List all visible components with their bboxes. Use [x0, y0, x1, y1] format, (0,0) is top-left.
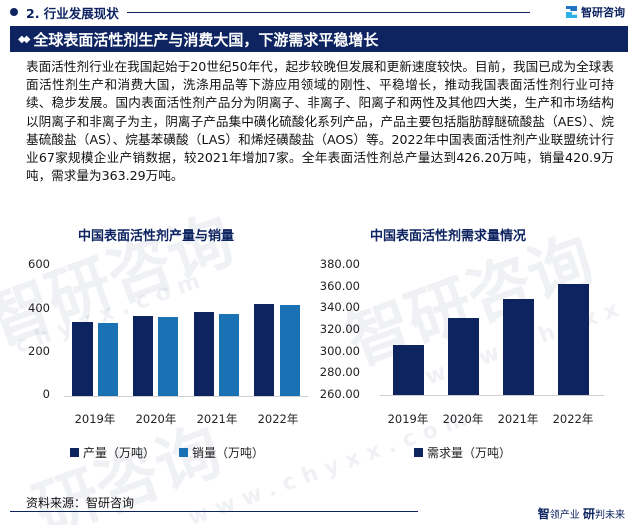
body-paragraph: 表面活性剂行业在我国起始于20世纪50年代，起步较晚但发展和更新速度较快。目前，…	[26, 59, 614, 184]
chart-title-production-sales: 中国表面活性剂产量与销量	[78, 229, 235, 244]
y-tick: 200	[28, 344, 50, 358]
bar-demand-2021	[503, 299, 534, 395]
zhiyan-logo-icon	[566, 6, 577, 18]
x-tick: 2019年	[387, 412, 429, 426]
legend-item-production: 产量（万吨）	[70, 444, 155, 461]
bar-production-2020	[133, 316, 153, 396]
diamond-icon: ◆◆	[18, 33, 31, 45]
source-note: 资料来源：智研咨询	[26, 496, 135, 510]
slogan-char: 研	[582, 507, 595, 521]
y-tick: 600	[28, 257, 50, 271]
y-tick: 380.00	[319, 257, 360, 271]
bar-demand-2022	[558, 284, 589, 395]
section-divider	[126, 11, 530, 13]
x-tick: 2020年	[135, 412, 177, 426]
bar-sales-2022	[280, 305, 300, 396]
slogan: 智领产业 研判未来	[538, 505, 625, 522]
legend-item-demand: 需求量（万吨）	[414, 444, 511, 461]
y-tick: 300.00	[319, 344, 360, 358]
legend-swatch-icon	[179, 448, 189, 457]
chart-title-demand: 中国表面活性剂需求量情况	[370, 229, 527, 244]
x-tick: 2021年	[497, 412, 539, 426]
x-tick: 2022年	[552, 412, 594, 426]
x-axis-line	[380, 395, 604, 396]
bar-sales-2019	[98, 323, 118, 396]
legend-swatch-icon	[414, 448, 423, 457]
y-tick: 400	[28, 301, 50, 315]
brand-logo: 智研咨询	[566, 4, 625, 20]
y-tick: 280.00	[319, 365, 360, 379]
bar-production-2019	[72, 322, 93, 396]
slogan-text: 判未来	[595, 510, 625, 521]
banner-title: 全球表面活性剂生产与消费大国，下游需求平稳增长	[33, 30, 379, 49]
slogan-char: 智	[537, 507, 550, 521]
y-tick: 0	[42, 387, 50, 401]
bar-demand-2020	[448, 318, 479, 395]
bullet-dot-icon	[10, 8, 18, 16]
footer-divider	[10, 511, 418, 512]
title-banner: ◆◆ 全球表面活性剂生产与消费大国，下游需求平稳增长	[10, 26, 628, 52]
legend-label: 产量（万吨）	[83, 446, 156, 460]
chart-legend-right: 需求量（万吨）	[414, 444, 535, 461]
y-tick: 340.00	[319, 300, 360, 314]
x-tick: 2020年	[442, 412, 484, 426]
y-tick: 360.00	[319, 279, 360, 293]
bar-sales-2020	[158, 317, 178, 396]
bar-demand-2019	[393, 345, 424, 395]
x-tick: 2022年	[257, 412, 299, 426]
section-title: 2. 行业发展现状	[26, 5, 119, 21]
section-header: 2. 行业发展现状	[10, 2, 530, 22]
x-tick: 2019年	[74, 412, 116, 426]
x-axis-line	[64, 396, 308, 397]
y-tick: 320.00	[319, 322, 360, 336]
bar-production-2021	[194, 312, 214, 396]
legend-swatch-icon	[70, 448, 79, 457]
chart-legend-left: 产量（万吨） 销量（万吨）	[70, 444, 288, 461]
bar-sales-2021	[219, 314, 239, 396]
legend-label: 需求量（万吨）	[427, 446, 512, 460]
brand-name: 智研咨询	[581, 6, 625, 19]
legend-item-sales: 销量（万吨）	[179, 444, 264, 461]
y-tick: 260.00	[319, 387, 360, 401]
x-tick: 2021年	[196, 412, 238, 426]
bar-production-2022	[254, 304, 274, 396]
slogan-text: 领产业	[549, 510, 580, 521]
legend-label: 销量（万吨）	[192, 446, 265, 460]
